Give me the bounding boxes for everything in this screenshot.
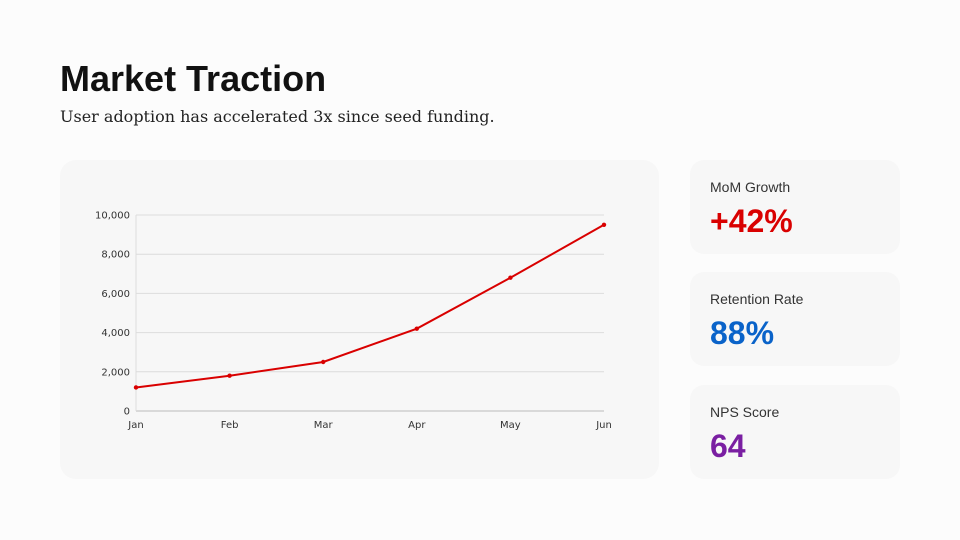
stat-value: 64 <box>710 428 746 464</box>
stat-label: Retention Rate <box>710 291 804 307</box>
data-point <box>601 222 607 227</box>
x-tick-label: Feb <box>221 420 239 431</box>
data-point <box>133 385 139 390</box>
data-point <box>508 275 513 280</box>
stat-value: +42% <box>710 203 793 239</box>
page-title: Market Traction <box>60 58 327 99</box>
stat-card-mom-growth: MoM Growth +42% <box>690 160 900 254</box>
data-point <box>321 359 326 365</box>
stat-label: MoM Growth <box>710 179 791 195</box>
page-subtitle: User adoption has accelerated 3x since s… <box>60 107 495 126</box>
x-tick-label: Jun <box>595 420 612 431</box>
x-tick-label: Jan <box>127 420 143 431</box>
stat-value: 88% <box>710 315 775 351</box>
y-tick-label: 4,000 <box>101 328 130 339</box>
x-tick-label: Apr <box>408 420 426 431</box>
y-tick-label: 8,000 <box>101 250 130 261</box>
stat-card-retention-rate: Retention Rate 88% <box>690 272 900 366</box>
y-tick-label: 6,000 <box>101 289 130 300</box>
x-tick-label: Mar <box>314 420 334 431</box>
stat-label: NPS Score <box>710 404 780 420</box>
x-tick-label: May <box>500 420 521 431</box>
data-point <box>227 373 232 378</box>
y-tick-label: 0 <box>124 407 130 418</box>
data-point <box>414 326 419 331</box>
chart-card <box>60 160 659 479</box>
y-tick-label: 10,000 <box>95 211 130 222</box>
stat-card-nps-score: NPS Score 64 <box>690 385 900 479</box>
series-line <box>135 223 605 389</box>
y-tick-label: 2,000 <box>101 367 130 378</box>
